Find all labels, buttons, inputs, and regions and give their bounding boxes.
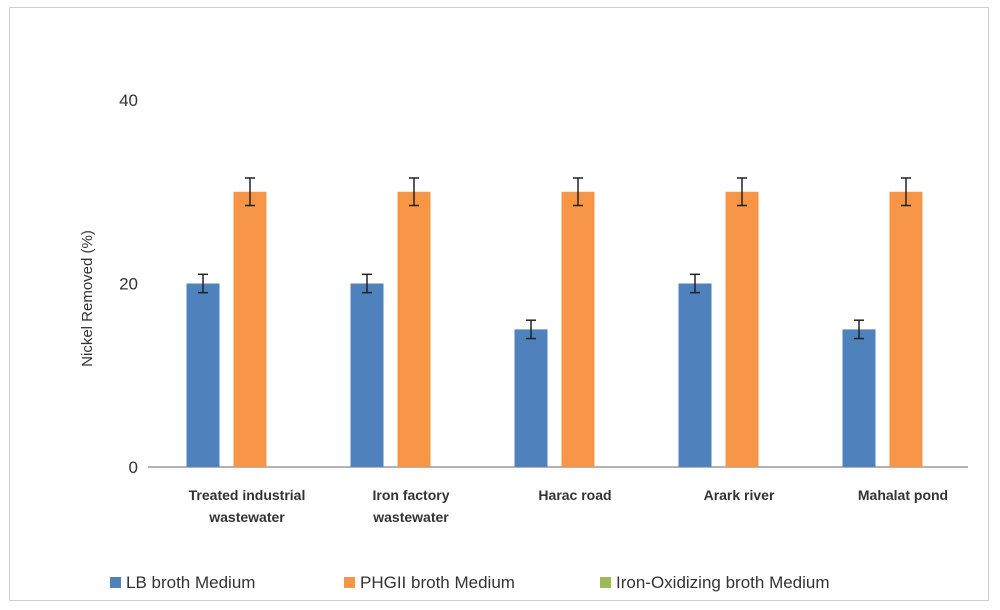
legend-swatch <box>110 577 121 588</box>
chart-frame <box>9 7 989 601</box>
category-label-line: wastewater <box>372 509 449 525</box>
bar <box>514 329 548 467</box>
bar <box>725 191 759 467</box>
category-label-line: Arark river <box>704 487 775 503</box>
category-label-line: wastewater <box>208 509 285 525</box>
category-label-line: Treated industrial <box>189 487 306 503</box>
bar <box>561 191 595 467</box>
y-tick-label: 40 <box>119 91 138 110</box>
legend-swatch <box>600 577 611 588</box>
bar <box>889 191 923 467</box>
category-label-line: Mahalat pond <box>858 487 948 503</box>
legend-label: PHGII broth Medium <box>360 573 515 592</box>
axes: 0 20 40 <box>119 91 968 477</box>
y-tick-label: 0 <box>129 458 138 477</box>
bars <box>186 177 923 467</box>
category-label: Iron factory wastewater <box>372 487 449 525</box>
bar <box>842 329 876 467</box>
y-axis-label: Nickel Removed (%) <box>79 230 96 367</box>
category-label-line: Iron factory <box>372 487 449 503</box>
bar <box>678 283 712 467</box>
y-tick-label: 20 <box>119 275 138 294</box>
bar <box>350 283 384 467</box>
legend: LB broth Medium PHGII broth Medium Iron-Ox… <box>110 573 830 592</box>
bar <box>397 191 431 467</box>
labels: Nickel Removed (%) Treated industrial wast… <box>79 230 948 525</box>
category-label: Treated industrial wastewater <box>189 487 306 525</box>
legend-swatch <box>344 577 355 588</box>
category-label: Mahalat pond <box>858 487 948 503</box>
bar <box>233 191 267 467</box>
legend-label: Iron-Oxidizing broth Medium <box>616 573 830 592</box>
category-label: Harac road <box>538 487 611 503</box>
category-label: Arark river <box>704 487 775 503</box>
legend-label: LB broth Medium <box>126 573 255 592</box>
category-label-line: Harac road <box>538 487 611 503</box>
bar <box>186 283 220 467</box>
